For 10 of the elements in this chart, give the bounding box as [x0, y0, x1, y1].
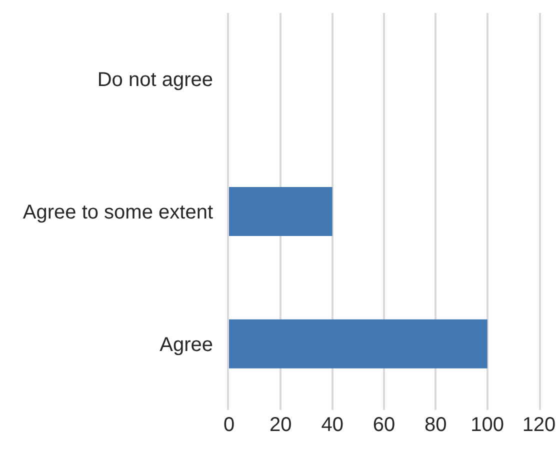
x-tick-label: 80 [424, 414, 447, 436]
x-tick-label: 60 [372, 414, 396, 436]
x-tick-label: 20 [270, 414, 292, 436]
x-tick-label: 40 [321, 414, 344, 436]
x-tick-label: 120 [522, 414, 556, 436]
y-tick-label: Agree [160, 334, 213, 356]
y-tick-label: Agree to some extent [22, 202, 214, 224]
x-tick-label: 100 [470, 414, 504, 436]
x-tick-label: 0 [223, 414, 235, 436]
y-tick-label: Do not agree [97, 69, 213, 92]
